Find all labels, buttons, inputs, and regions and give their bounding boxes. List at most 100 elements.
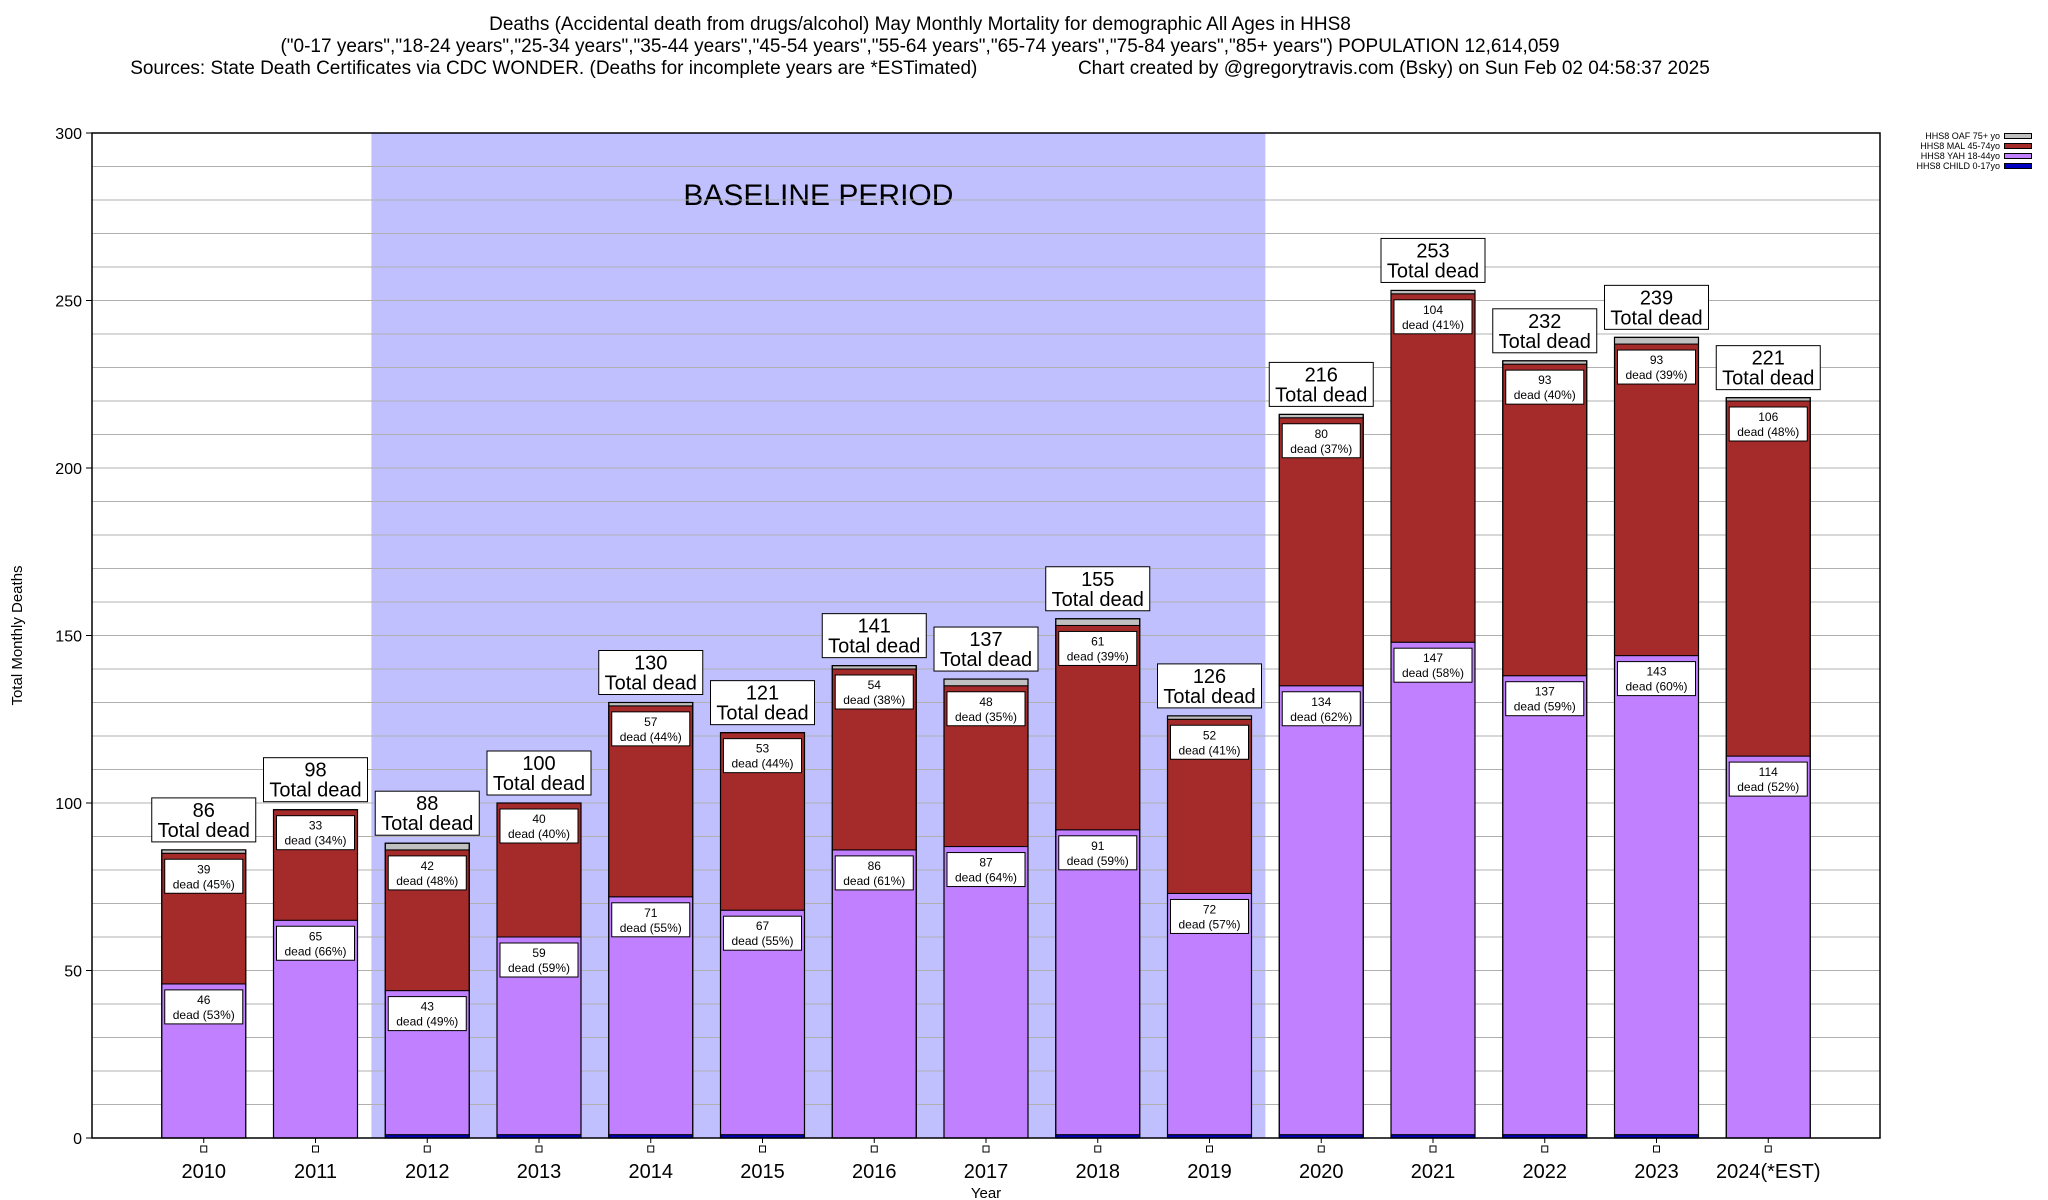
chart-title: Deaths (Accidental death from drugs/alco… [489, 14, 1351, 35]
total-count-label: 141 [858, 616, 891, 638]
total-dead-label: Total dead [1163, 686, 1255, 708]
bar-segment-yah [1725, 755, 1811, 1139]
yah-count-label: 137 [1535, 685, 1555, 699]
x-point-marker [759, 1145, 766, 1153]
bar-segment-oaf [1055, 618, 1141, 626]
mal-percent-label: dead (39%) [1625, 368, 1687, 382]
mal-count-label: 57 [644, 715, 658, 729]
chart-subtitle: ("0-17 years","18-24 years","25-34 years… [280, 36, 1560, 57]
total-label-box [1715, 345, 1821, 391]
yah-label-box [946, 852, 1026, 888]
total-count-label: 155 [1081, 569, 1114, 591]
mal-count-label: 52 [1203, 728, 1217, 742]
credit-note: Chart created by @gregorytravis.com (Bsk… [1077, 58, 1710, 79]
mal-count-label: 53 [756, 742, 770, 756]
x-tick-label: 2019 [1187, 1161, 1232, 1183]
y-tick-label: 200 [55, 461, 82, 478]
mal-percent-label: dead (34%) [284, 834, 346, 848]
total-label-box [1492, 308, 1598, 354]
yah-percent-label: dead (58%) [1402, 666, 1464, 680]
bar-segment-mal [1614, 343, 1699, 657]
total-label-box [374, 790, 480, 836]
x-point-marker [1094, 1145, 1102, 1153]
total-label-box [710, 680, 815, 726]
mal-count-label: 42 [421, 859, 435, 873]
mal-percent-label: dead (45%) [173, 877, 235, 891]
legend-swatch [2004, 163, 2032, 169]
mal-count-label: 54 [868, 678, 882, 692]
yah-label-box [499, 942, 579, 978]
x-tick-label: 2020 [1299, 1161, 1344, 1183]
mal-label-box [611, 711, 691, 747]
total-count-label: 216 [1305, 364, 1338, 386]
mal-count-label: 40 [532, 812, 546, 826]
x-axis-label: Year [971, 1185, 1001, 1200]
yah-count-label: 59 [532, 946, 546, 960]
bar-segment-yah [943, 846, 1029, 1139]
total-dead-label: Total dead [716, 703, 808, 725]
mal-percent-label: dead (38%) [843, 693, 905, 707]
y-tick-label: 100 [55, 796, 82, 813]
mal-label-box [723, 738, 802, 774]
yah-count-label: 114 [1759, 765, 1778, 779]
yah-count-label: 46 [197, 993, 211, 1007]
mal-percent-label: dead (48%) [1737, 425, 1799, 439]
yah-label-box [1505, 681, 1585, 717]
total-count-label: 100 [522, 753, 555, 775]
yah-percent-label: dead (61%) [843, 874, 905, 888]
yah-percent-label: dead (60%) [1625, 680, 1687, 694]
yah-count-label: 87 [979, 856, 993, 870]
x-point-marker [647, 1145, 655, 1153]
mal-percent-label: dead (44%) [731, 757, 793, 771]
bar-segment-yah [1614, 655, 1699, 1136]
x-point-marker [535, 1145, 543, 1153]
x-tick-label: 2018 [1076, 1161, 1121, 1183]
yah-label-box [1170, 898, 1249, 934]
total-dead-label: Total dead [828, 636, 920, 658]
legend-label: HHS8 CHILD 0-17yo [1916, 161, 2000, 171]
total-count-label: 221 [1752, 348, 1785, 370]
y-axis-label: Total Monthly Deaths [9, 565, 26, 705]
yah-percent-label: dead (57%) [1178, 917, 1240, 931]
yah-label-box [1058, 835, 1138, 871]
total-dead-label: Total dead [493, 773, 585, 795]
legend-label: HHS8 YAH 18-44yo [1920, 151, 2000, 161]
x-tick-label: 2010 [182, 1161, 227, 1183]
total-count-label: 253 [1416, 240, 1449, 262]
mal-label-box [164, 858, 244, 894]
mal-percent-label: dead (39%) [1067, 649, 1129, 663]
x-point-marker [423, 1145, 431, 1153]
total-label-box [1157, 663, 1262, 709]
yah-percent-label: dead (55%) [731, 934, 793, 948]
x-point-marker [1317, 1145, 1325, 1153]
bar-segment-mal [1725, 400, 1811, 757]
yah-count-label: 86 [868, 859, 882, 873]
yah-percent-label: dead (55%) [620, 921, 682, 935]
mal-label-box [1058, 630, 1138, 666]
mal-label-box [1617, 349, 1696, 385]
total-dead-label: Total dead [158, 820, 250, 842]
bar-segment-oaf [1614, 336, 1699, 345]
mal-percent-label: dead (37%) [1290, 442, 1352, 456]
x-tick-label: 2015 [740, 1161, 785, 1183]
yah-label-box [611, 902, 691, 938]
total-dead-label: Total dead [1052, 589, 1144, 611]
mal-percent-label: dead (40%) [508, 827, 570, 841]
legend-item: HHS8 CHILD 0-17yo [1916, 161, 2032, 171]
yah-label-box [723, 915, 802, 951]
total-dead-label: Total dead [269, 780, 361, 802]
mal-label-box [387, 855, 467, 891]
bar-segment-oaf [943, 678, 1029, 687]
x-tick-label: 2021 [1411, 1161, 1456, 1183]
total-dead-label: Total dead [1610, 307, 1702, 329]
yah-count-label: 147 [1423, 651, 1443, 665]
bar-segment-yah [1278, 685, 1364, 1136]
y-tick-label: 50 [64, 964, 82, 981]
total-count-label: 86 [193, 800, 215, 822]
total-label-box [1380, 237, 1486, 283]
yah-percent-label: dead (53%) [173, 1008, 235, 1022]
mal-percent-label: dead (40%) [1514, 388, 1576, 402]
sources-note: Sources: State Death Certificates via CD… [130, 58, 978, 79]
yah-percent-label: dead (62%) [1290, 710, 1352, 724]
